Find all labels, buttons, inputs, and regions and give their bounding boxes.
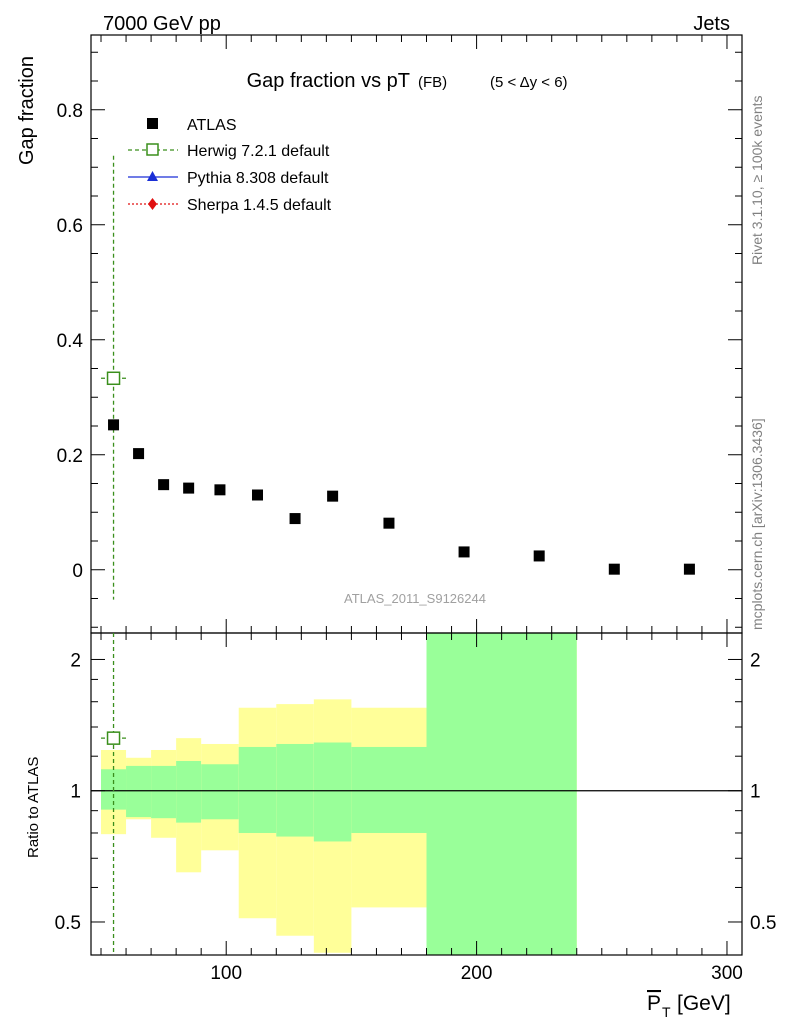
x-tick-label: 100 — [210, 963, 242, 984]
atlas-point — [158, 479, 170, 491]
legend-label-herwig: Herwig 7.2.1 default — [187, 143, 330, 160]
atlas-series — [108, 419, 695, 575]
ratio-band-green — [313, 742, 352, 842]
herwig-point — [106, 371, 121, 386]
ratio-tick-label: 2 — [70, 650, 81, 671]
atlas-point — [458, 546, 470, 558]
ratio-band-green — [351, 746, 427, 833]
analysis-id-label: ATLAS_2011_S9126244 — [344, 591, 486, 606]
ratio-markers — [101, 633, 127, 955]
ratio-tick-label: 0.5 — [55, 913, 81, 934]
ratio-band-green — [126, 765, 152, 818]
atlas-point — [383, 517, 395, 529]
ratio-axes-box — [90, 632, 743, 956]
x-axis-title: P T [GeV] — [647, 992, 731, 1020]
legend-marker-sherpa — [148, 198, 157, 210]
legend-marker-pythia — [147, 171, 158, 181]
x-axis-title-symbol: P — [647, 992, 661, 1015]
legend-label-pythia: Pythia 8.308 default — [187, 170, 329, 187]
ratio-plot-frame: 0.5 0.5 1 1 2 2 100 200 300 — [55, 632, 776, 984]
y-tick-label: 0.2 — [57, 446, 83, 467]
rivet-version-label: Rivet 3.1.10, ≥ 100k events — [749, 95, 765, 265]
ratio-band-green — [201, 764, 239, 820]
atlas-point — [608, 563, 620, 575]
x-tick-label: 300 — [711, 963, 743, 984]
plot-title-cut: (5 < Δy < 6) — [490, 74, 568, 91]
atlas-point — [252, 489, 264, 501]
ratio-band-green — [151, 765, 177, 819]
x-axis-title-unit: [GeV] — [677, 992, 731, 1015]
atlas-point — [289, 513, 301, 525]
ratio-tick-label-right: 1 — [750, 782, 761, 803]
plot-title-subscript: (FB) — [418, 74, 447, 91]
ratio-y-axis-title: Ratio to ATLAS — [25, 757, 42, 858]
atlas-point — [327, 490, 339, 502]
legend-label-atlas: ATLAS — [187, 117, 237, 134]
ratio-tick-label-right: 0.5 — [750, 913, 776, 934]
y-axis-title: Gap fraction — [16, 56, 38, 165]
ratio-herwig-point — [106, 731, 121, 745]
herwig-series — [101, 155, 127, 600]
atlas-point — [214, 484, 226, 496]
plot-title: Gap fraction vs pT — [247, 70, 410, 92]
ratio-tick-label-right: 2 — [750, 650, 761, 671]
ratio-band-green — [238, 746, 277, 833]
header-process-label: Jets — [693, 13, 730, 35]
x-tick-label: 200 — [461, 963, 493, 984]
x-axis-title-subscript: T — [662, 1004, 671, 1020]
legend-label-sherpa: Sherpa 1.4.5 default — [187, 197, 332, 214]
atlas-point — [133, 448, 145, 460]
legend: ATLAS Herwig 7.2.1 default Pythia 8.308 … — [128, 117, 332, 214]
legend-marker-herwig — [146, 143, 159, 156]
ratio-uncertainty-bands — [101, 633, 577, 955]
ratio-tick-label: 1 — [70, 782, 81, 803]
y-tick-label: 0.4 — [57, 331, 84, 352]
legend-marker-atlas — [147, 118, 158, 129]
atlas-point — [183, 482, 195, 494]
ratio-band-green — [176, 760, 202, 823]
atlas-point — [533, 550, 545, 562]
atlas-point — [108, 419, 120, 431]
header-energy-label: 7000 GeV pp — [103, 13, 221, 35]
ratio-band-green — [426, 633, 577, 955]
mcplots-credit-label: mcplots.cern.ch [arXiv:1306.3436] — [749, 418, 765, 630]
y-tick-label: 0.6 — [57, 216, 83, 237]
y-tick-label: 0.8 — [57, 101, 83, 122]
main-plot-frame: 0 0.2 0.4 0.6 0.8 — [57, 34, 743, 634]
y-tick-label: 0 — [72, 561, 83, 582]
atlas-point — [683, 563, 695, 575]
